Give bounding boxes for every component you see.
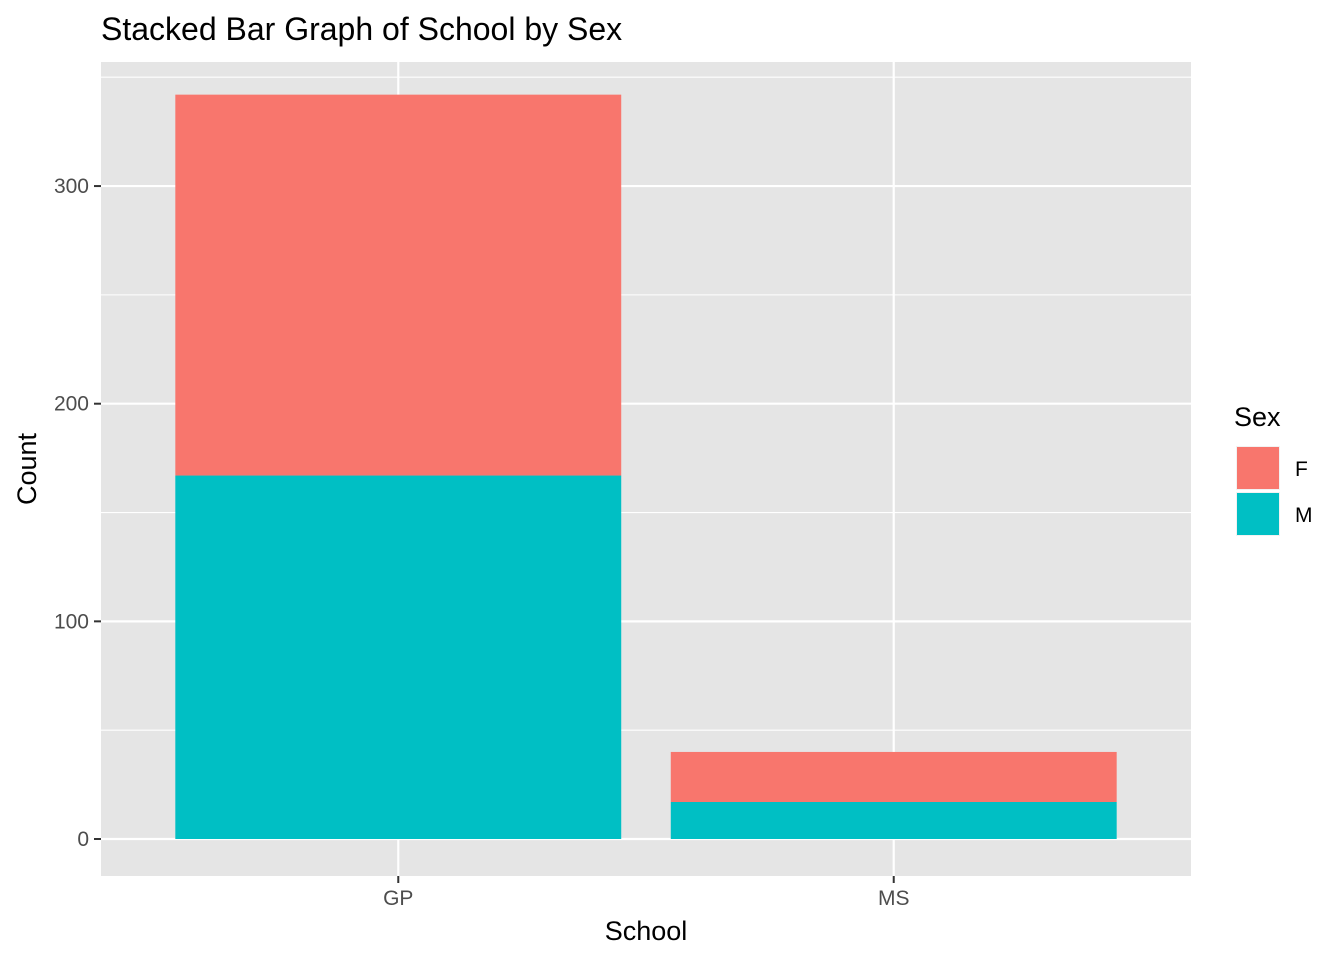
x-tick-label: GP bbox=[383, 887, 413, 910]
bars bbox=[175, 94, 1117, 839]
x-tick-label: MS bbox=[878, 887, 910, 910]
bar-gp-f bbox=[175, 94, 622, 476]
y-axis-title: Count bbox=[12, 432, 42, 505]
bar-ms-f bbox=[670, 751, 1117, 802]
y-tick-label: 200 bbox=[54, 393, 89, 416]
legend-swatch-m bbox=[1237, 493, 1279, 535]
x-axis-title: School bbox=[605, 916, 688, 946]
x-axis: GP MS bbox=[383, 876, 909, 910]
legend-swatch-f bbox=[1237, 447, 1279, 489]
y-tick-label: 300 bbox=[54, 175, 89, 198]
y-tick-label: 100 bbox=[54, 610, 89, 633]
legend-label-m: M bbox=[1295, 504, 1313, 527]
legend-title: Sex bbox=[1234, 402, 1281, 432]
y-axis: 0 100 200 300 bbox=[54, 175, 101, 851]
bar-ms-m bbox=[670, 802, 1117, 839]
chart-title: Stacked Bar Graph of School by Sex bbox=[101, 11, 622, 47]
legend: Sex FM bbox=[1234, 402, 1313, 536]
y-tick-label: 0 bbox=[77, 828, 89, 851]
legend-label-f: F bbox=[1295, 458, 1308, 481]
bar-gp-m bbox=[175, 475, 622, 839]
